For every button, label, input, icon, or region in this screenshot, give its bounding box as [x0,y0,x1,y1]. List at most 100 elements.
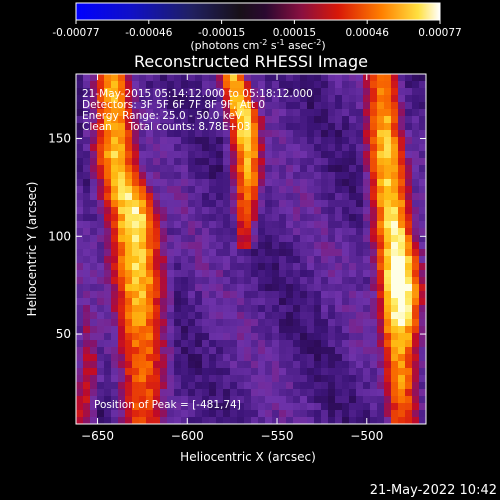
heatmap-cell [174,249,182,257]
heatmap-cell [405,263,413,271]
heatmap-cell [307,235,315,243]
heatmap-cell [363,312,371,320]
heatmap-cell [398,305,406,313]
heatmap-cell [300,165,308,173]
heatmap-cell [167,165,175,173]
heatmap-cell [76,165,84,173]
heatmap-cell [279,95,287,103]
heatmap-cell [97,410,105,418]
heatmap-cell [223,389,231,397]
heatmap-cell [349,263,357,271]
heatmap-cell [272,228,280,236]
heatmap-cell [237,81,245,89]
heatmap-cell [349,410,357,418]
heatmap-cell [349,333,357,341]
heatmap-cell [118,382,126,390]
heatmap-cell [384,221,392,229]
heatmap-cell [104,221,112,229]
heatmap-cell [202,242,210,250]
heatmap-cell [286,333,294,341]
heatmap-cell [230,277,238,285]
heatmap-cell [174,207,182,215]
heatmap-cell [307,319,315,327]
heatmap-cell [125,333,133,341]
heatmap-cell [293,179,301,187]
heatmap-cell [307,410,315,418]
peak-position-label: Position of Peak = [-481,74] [94,399,241,411]
heatmap-cell [167,410,175,418]
heatmap-cell [76,347,84,355]
heatmap-cell [244,186,252,194]
heatmap-cell [160,123,168,131]
heatmap-cell [314,305,322,313]
heatmap-cell [195,193,203,201]
heatmap-cell [349,116,357,124]
heatmap-cell [146,389,154,397]
heatmap-cell [132,151,140,159]
heatmap-cell [265,249,273,257]
heatmap-cell [104,291,112,299]
heatmap-cell [300,340,308,348]
heatmap-cell [370,319,378,327]
heatmap-cell [76,291,84,299]
heatmap-cell [195,158,203,166]
heatmap-cell [104,172,112,180]
heatmap-cell [230,74,238,82]
heatmap-cell [412,221,420,229]
heatmap-cell [83,193,91,201]
heatmap-cell [279,340,287,348]
heatmap-cell [258,340,266,348]
heatmap-cell [377,221,385,229]
heatmap-cell [83,396,91,404]
heatmap-cell [244,151,252,159]
heatmap-cell [202,326,210,334]
heatmap-cell [237,277,245,285]
heatmap-cell [153,361,161,369]
heatmap-cell [118,256,126,264]
heatmap-cell [97,389,105,397]
heatmap-cell [90,270,98,278]
heatmap-cell [398,291,406,299]
heatmap-cell [419,151,426,159]
heatmap-cell [258,347,266,355]
heatmap-cell [272,361,280,369]
heatmap-cell [146,375,154,383]
heatmap-cell [314,186,322,194]
heatmap-cell [258,375,266,383]
heatmap-cell [328,389,336,397]
heatmap-cell [181,396,189,404]
heatmap-cell [272,116,280,124]
heatmap-cell [202,417,210,424]
heatmap-cell [419,123,426,131]
heatmap-cell [237,116,245,124]
heatmap-cell [356,221,364,229]
heatmap-cell [307,305,315,313]
heatmap-cell [307,291,315,299]
heatmap-cell [412,123,420,131]
heatmap-cell [335,382,343,390]
heatmap-cell [384,340,392,348]
heatmap-cell [405,81,413,89]
heatmap-cell [265,116,273,124]
heatmap-cell [188,403,196,411]
heatmap-cell [153,151,161,159]
heatmap-cell [160,193,168,201]
heatmap-cell [195,298,203,306]
heatmap-cell [314,221,322,229]
heatmap-cell [223,326,231,334]
heatmap-cell [398,158,406,166]
heatmap-cell [153,396,161,404]
heatmap-cell [216,151,224,159]
heatmap-cell [97,417,105,424]
heatmap-cell [132,172,140,180]
heatmap-cell [111,74,119,82]
heatmap-cell [279,123,287,131]
heatmap-cell [188,249,196,257]
heatmap-cell [384,270,392,278]
heatmap-cell [174,270,182,278]
heatmap-cell [195,228,203,236]
heatmap-cell [300,200,308,208]
heatmap-cell [160,102,168,110]
heatmap-cell [251,333,259,341]
heatmap-cell [160,172,168,180]
